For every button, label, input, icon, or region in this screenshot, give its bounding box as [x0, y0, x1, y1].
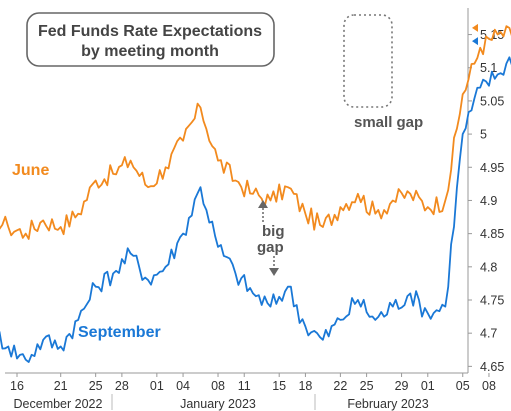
y-tick-label: 4.7: [480, 327, 497, 341]
x-tick-label: 28: [115, 379, 129, 393]
x-tick-label: 05: [456, 379, 470, 393]
x-tick-label: 18: [298, 379, 312, 393]
x-tick-label: 16: [10, 379, 24, 393]
big-gap-annotation: big gap: [257, 200, 285, 276]
x-tick-label: 29: [395, 379, 409, 393]
month-label: January 2023: [180, 397, 256, 411]
y-tick-label: 5.1: [480, 61, 497, 75]
title-box: Fed Funds Rate Expectations by meeting m…: [26, 12, 275, 67]
chart-title-line-1: Fed Funds Rate Expectations: [38, 23, 262, 40]
chart-title-line-2: by meeting month: [81, 43, 219, 60]
y-tick-label: 4.8: [480, 260, 497, 274]
month-label: December 2022: [14, 397, 103, 411]
end-marker-june: [472, 23, 478, 32]
big-gap-label-line-2: gap: [257, 239, 284, 256]
x-tick-label: 01: [150, 379, 164, 393]
x-axis-ticks: 1621252801040811151822252901050812151923: [10, 373, 496, 393]
x-tick-label: 25: [360, 379, 374, 393]
y-tick-label: 4.75: [480, 294, 504, 308]
month-labels: December 2022 January 2023 February 2023: [14, 394, 429, 411]
y-tick-label: 4.9: [480, 194, 497, 208]
series-label-september: September: [78, 324, 161, 341]
y-tick-label: 4.85: [480, 227, 504, 241]
x-tick-label: 15: [272, 379, 286, 393]
series-label-june: June: [12, 162, 49, 179]
big-gap-arrow-up-head: [258, 200, 268, 208]
x-tick-label: 08: [482, 379, 496, 393]
x-tick-label: 08: [211, 379, 225, 393]
end-marker-september: [472, 37, 478, 46]
title-frame: [26, 12, 275, 67]
small-gap-annotation: small gap: [343, 14, 423, 131]
big-gap-label-line-1: big: [262, 223, 285, 240]
y-tick-label: 5.05: [480, 94, 504, 108]
x-tick-label: 04: [176, 379, 190, 393]
small-gap-label: small gap: [354, 114, 423, 131]
x-tick-label: 22: [333, 379, 347, 393]
y-tick-label: 4.65: [480, 360, 504, 374]
series-line-september: [0, 56, 511, 364]
y-tick-label: 5: [480, 128, 487, 142]
big-gap-arrow-down-head: [269, 268, 279, 276]
month-label: February 2023: [347, 397, 428, 411]
small-gap-dotted-box: [343, 14, 393, 108]
x-tick-label: 11: [238, 379, 251, 393]
y-tick-label: 4.95: [480, 161, 504, 175]
x-tick-label: 01: [421, 379, 435, 393]
series-line-june: [0, 25, 511, 240]
x-tick-label: 25: [89, 379, 103, 393]
x-tick-label: 21: [54, 379, 68, 393]
